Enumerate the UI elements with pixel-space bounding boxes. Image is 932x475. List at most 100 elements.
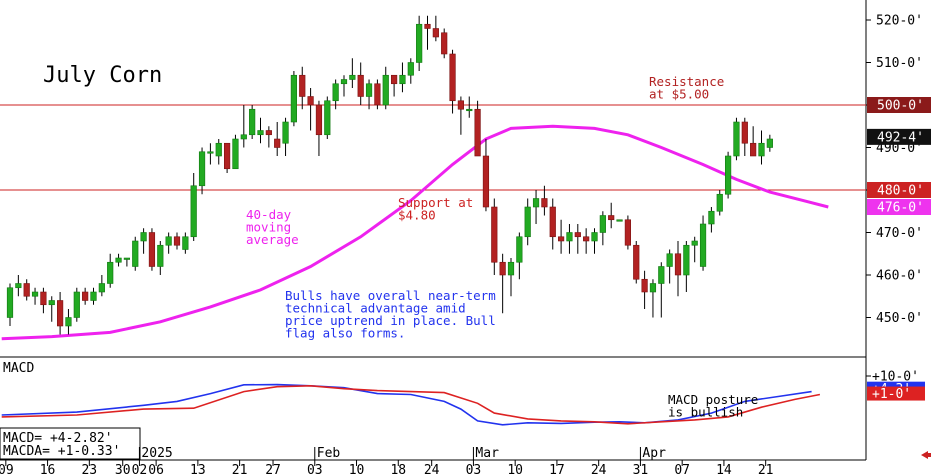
candle-74 xyxy=(624,215,631,250)
chart-title: July Corn xyxy=(43,63,162,88)
candle-82 xyxy=(691,236,698,263)
candle-10 xyxy=(90,287,97,305)
candle-body xyxy=(257,130,264,136)
candle-46 xyxy=(390,74,398,97)
candle-body xyxy=(599,215,606,233)
x-tick-label: 02 xyxy=(132,463,148,475)
candle-91 xyxy=(766,134,773,152)
price-tag-label: 492-4' xyxy=(877,130,924,145)
candle-body xyxy=(516,236,523,263)
candle-61 xyxy=(516,232,523,280)
candle-57 xyxy=(482,139,490,212)
macd-readout-line: MACDA= +1-0.33' xyxy=(3,444,120,459)
x-tick-label: 10 xyxy=(349,463,365,475)
candle-86 xyxy=(724,151,732,199)
macd-annotation: MACD posture is bullish xyxy=(668,392,758,420)
candle-11 xyxy=(98,275,105,297)
candle-body xyxy=(674,253,682,276)
candle-body xyxy=(532,198,540,208)
candle-68 xyxy=(574,224,581,254)
candle-4 xyxy=(40,287,47,314)
macd-value-tag-label: +1-0' xyxy=(872,387,911,402)
candle-41 xyxy=(349,58,356,88)
candle-49 xyxy=(416,15,423,71)
macd-title: MACD xyxy=(3,361,34,376)
candle-body xyxy=(608,215,615,221)
candle-body xyxy=(274,138,281,148)
candle-66 xyxy=(557,219,565,254)
x-tick-label: 03 xyxy=(307,463,323,475)
candle-body xyxy=(641,278,648,293)
candle-16 xyxy=(140,228,147,254)
candle-body xyxy=(198,151,206,187)
candle-87 xyxy=(733,117,740,161)
candle-65 xyxy=(549,198,556,250)
bull-flag-comment: Bulls have overall near-term technical ad… xyxy=(285,288,496,341)
candle-15 xyxy=(132,236,139,271)
candle-body xyxy=(23,283,30,297)
macd-readout-line: MACD= +4-2.82' xyxy=(3,431,113,446)
x-tick-label: 27 xyxy=(265,463,281,475)
candle-body xyxy=(499,261,506,276)
y-tick-label: 470-0' xyxy=(876,226,923,241)
candle-34 xyxy=(290,71,298,127)
macd-series-macda xyxy=(1,384,821,425)
candle-body xyxy=(407,62,414,76)
candle-body xyxy=(741,121,748,144)
candle-body xyxy=(574,232,581,238)
price-tag-label: 500-0' xyxy=(877,99,924,114)
candle-body xyxy=(449,53,456,102)
price-tag-box xyxy=(867,199,931,215)
candle-77 xyxy=(649,279,657,318)
candle-body xyxy=(432,28,439,38)
candle-body xyxy=(56,300,64,327)
candle-body xyxy=(315,104,323,136)
candle-body xyxy=(299,74,306,97)
x-tick-label: 24 xyxy=(591,463,607,475)
candle-body xyxy=(357,74,364,97)
x-tick-label: 17 xyxy=(549,463,565,475)
candle-14 xyxy=(123,257,130,267)
candle-body xyxy=(82,291,89,301)
moving-average-annotation: 40-day moving average xyxy=(246,207,299,247)
x-tick-label: 03 xyxy=(466,463,482,475)
candle-37 xyxy=(315,100,323,156)
candle-58 xyxy=(491,198,498,275)
x-tick-label: 09 xyxy=(0,463,14,475)
candle-body xyxy=(624,219,631,246)
candle-body xyxy=(6,287,14,318)
candle-body xyxy=(507,261,515,276)
candle-body xyxy=(666,253,673,267)
candle-20 xyxy=(173,232,181,250)
candle-body xyxy=(491,206,498,263)
scroll-left-arrow-icon xyxy=(921,451,931,459)
candle-body xyxy=(73,291,80,318)
x-tick-label: 24 xyxy=(424,463,440,475)
x-tick-label: 18 xyxy=(390,463,406,475)
candle-32 xyxy=(274,122,281,156)
candle-51 xyxy=(432,15,439,42)
x-tick-label: 07 xyxy=(674,463,690,475)
price-tag-label: 476-0' xyxy=(877,201,924,216)
candle-8 xyxy=(73,287,80,322)
candle-12 xyxy=(107,253,114,288)
candle-80 xyxy=(674,241,682,297)
candle-body xyxy=(557,236,565,242)
candle-body xyxy=(474,108,481,157)
candle-body xyxy=(324,100,331,136)
candle-body xyxy=(165,236,172,246)
candle-62 xyxy=(524,198,531,246)
x-tick-label: 13 xyxy=(190,463,206,475)
candle-83 xyxy=(699,215,707,271)
candle-body xyxy=(365,83,373,97)
x-tick-label: 06 xyxy=(148,463,164,475)
candle-body xyxy=(382,74,389,106)
candle-body xyxy=(583,236,590,242)
price-tag-box xyxy=(867,128,931,145)
candle-88 xyxy=(741,117,748,156)
candle-29 xyxy=(249,105,256,139)
candle-40 xyxy=(340,75,348,97)
candle-85 xyxy=(716,190,723,216)
